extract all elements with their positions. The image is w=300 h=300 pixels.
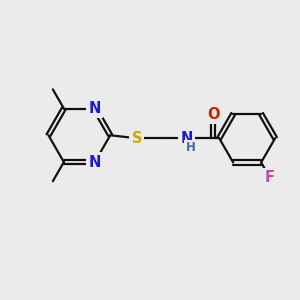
Text: F: F: [265, 170, 275, 185]
Text: H: H: [185, 141, 195, 154]
Text: N: N: [181, 131, 193, 146]
Text: N: N: [88, 154, 101, 169]
Text: O: O: [207, 106, 220, 122]
Text: N: N: [88, 101, 101, 116]
Text: S: S: [131, 131, 142, 146]
